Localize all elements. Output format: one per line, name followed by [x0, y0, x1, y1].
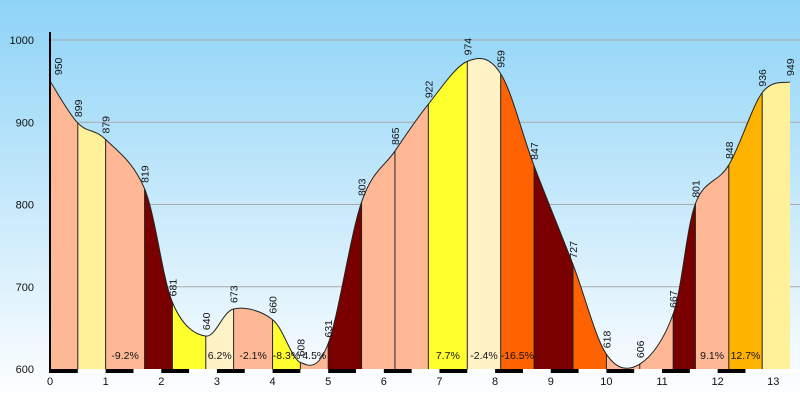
- grade-label: -9.2%: [111, 350, 138, 362]
- elevation-label: 950: [53, 57, 65, 75]
- elevation-label: 848: [724, 141, 736, 159]
- x-tick-label: 8: [492, 376, 498, 388]
- grade-label: 7.7%: [436, 350, 460, 362]
- y-tick-label: 900: [16, 117, 34, 129]
- elevation-label: 922: [423, 80, 435, 98]
- x-axis-dash: [439, 369, 468, 373]
- elevation-label: 608: [295, 339, 307, 357]
- x-tick-label: 3: [214, 376, 220, 388]
- elevation-label: 801: [690, 180, 702, 198]
- profile-segment: [762, 58, 790, 369]
- elevation-label: 819: [140, 165, 152, 183]
- elevation-label: 660: [268, 296, 280, 314]
- profile-outline: [49, 57, 791, 369]
- elevation-label: 899: [73, 99, 85, 117]
- x-axis-dash: [216, 369, 245, 373]
- elevation-label: 631: [323, 320, 335, 338]
- x-axis-track: [50, 369, 800, 373]
- x-axis-dash: [161, 369, 190, 373]
- elevation-label: 974: [462, 38, 474, 56]
- x-axis-dash: [495, 369, 523, 373]
- x-tick-label: 10: [600, 376, 612, 388]
- elevation-label: 606: [635, 340, 647, 358]
- elevation-labels: 950 899 879 819 681 640 673 660 608 631 803 865 922 9…: [53, 38, 797, 358]
- elevation-label: 667: [668, 290, 680, 308]
- grade-label: -8.3%: [273, 350, 300, 362]
- x-tick-label: 2: [158, 376, 164, 388]
- y-tick-label: 600: [16, 364, 34, 376]
- x-axis-dash: [550, 369, 579, 373]
- elevation-label: 803: [357, 178, 369, 196]
- elevation-label: 936: [757, 69, 769, 87]
- grade-label: -2.1%: [239, 350, 266, 362]
- profile-segment: [467, 58, 502, 369]
- x-axis-dash: [328, 369, 357, 373]
- grade-labels: -9.2% 6.2% -2.1% -8.3% 4.5% 7.7% -2.4% -16.5% 9.…: [111, 350, 760, 362]
- profile-segment: [428, 58, 468, 369]
- x-tick-label: 13: [767, 376, 779, 388]
- grade-label: -2.4%: [470, 350, 497, 362]
- grade-label: -16.5%: [501, 350, 534, 362]
- elevation-label: 681: [167, 279, 179, 297]
- x-axis-dash: [606, 369, 635, 373]
- y-tick-label: 1000: [10, 35, 34, 47]
- elevation-label: 959: [496, 50, 508, 68]
- x-axis-dash: [272, 369, 301, 373]
- x-tick-label: 4: [269, 376, 275, 388]
- elevation-label: 640: [201, 312, 213, 330]
- elevation-label: 673: [229, 285, 241, 303]
- y-tick-label: 800: [16, 200, 34, 212]
- x-tick-label: 0: [47, 376, 53, 388]
- x-tick-label: 6: [381, 376, 387, 388]
- elevation-label: 727: [568, 241, 580, 259]
- y-tick-label: 700: [16, 282, 34, 294]
- x-tick-label: 9: [548, 376, 554, 388]
- x-axis-dash: [717, 369, 746, 373]
- x-axis-dash: [383, 369, 412, 373]
- x-tick-label: 5: [325, 376, 331, 388]
- x-axis-dash: [50, 369, 78, 373]
- grade-label: 4.5%: [302, 350, 326, 362]
- elevation-label: 847: [529, 142, 541, 160]
- elevation-label: 879: [101, 116, 113, 134]
- grade-label: 12.7%: [731, 350, 761, 362]
- elevation-label: 865: [390, 127, 402, 145]
- grade-label: 9.1%: [700, 350, 724, 362]
- x-tick-label: 11: [656, 376, 667, 388]
- grade-label: 6.2%: [208, 350, 232, 362]
- x-tick-label: 12: [712, 376, 724, 388]
- x-axis-dash: [105, 369, 134, 373]
- segment-dividers: [77, 61, 763, 369]
- x-tick-label: 7: [436, 376, 442, 388]
- x-axis-dash: [662, 369, 690, 373]
- elevation-label: 949: [785, 58, 797, 76]
- elevation-label: 618: [601, 331, 613, 349]
- x-tick-label: 1: [103, 376, 109, 388]
